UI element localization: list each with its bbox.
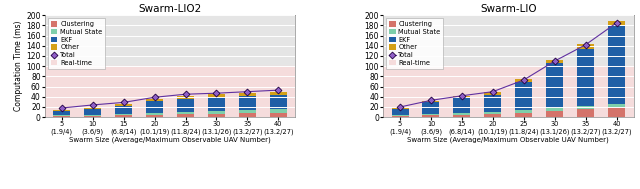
- Bar: [546, 108, 563, 111]
- Bar: [422, 115, 440, 117]
- Y-axis label: Computation Time (ms): Computation Time (ms): [14, 21, 23, 111]
- Bar: [146, 101, 163, 113]
- Legend: Clustering, Mutual State, EKF, Other, Total, Real-time: Clustering, Mutual State, EKF, Other, To…: [387, 19, 444, 69]
- Bar: [146, 113, 163, 115]
- Bar: [177, 96, 194, 99]
- Bar: [515, 113, 532, 117]
- Bar: [484, 92, 501, 95]
- Bar: [53, 110, 70, 111]
- Bar: [608, 104, 625, 108]
- Bar: [53, 115, 70, 116]
- Bar: [515, 110, 532, 113]
- Bar: [484, 112, 501, 114]
- Bar: [515, 79, 532, 82]
- Bar: [270, 113, 287, 117]
- Bar: [239, 93, 256, 96]
- Bar: [208, 97, 225, 111]
- Bar: [146, 115, 163, 117]
- Bar: [177, 99, 194, 112]
- Bar: [383, 66, 634, 117]
- Title: Swarm-LIO: Swarm-LIO: [480, 4, 536, 14]
- Bar: [115, 115, 132, 117]
- Bar: [577, 106, 594, 109]
- Bar: [84, 108, 101, 115]
- Bar: [392, 108, 408, 109]
- Bar: [484, 114, 501, 117]
- Bar: [239, 96, 256, 110]
- X-axis label: Swarm Size (Average/Maximum Observable UAV Number): Swarm Size (Average/Maximum Observable U…: [408, 136, 609, 143]
- Bar: [208, 111, 225, 114]
- Bar: [422, 101, 440, 102]
- Bar: [270, 95, 287, 109]
- Bar: [515, 82, 532, 110]
- Bar: [422, 102, 440, 114]
- Bar: [453, 98, 470, 113]
- Bar: [208, 94, 225, 97]
- Bar: [84, 116, 101, 117]
- Bar: [53, 111, 70, 115]
- Bar: [45, 66, 295, 117]
- Bar: [577, 44, 594, 49]
- Bar: [608, 22, 625, 26]
- Bar: [84, 107, 101, 108]
- Title: Swarm-LIO2: Swarm-LIO2: [138, 4, 202, 14]
- Bar: [453, 113, 470, 115]
- Bar: [577, 49, 594, 106]
- Bar: [115, 104, 132, 106]
- Bar: [546, 60, 563, 63]
- Bar: [546, 63, 563, 108]
- Bar: [239, 110, 256, 113]
- Bar: [177, 112, 194, 114]
- Bar: [453, 115, 470, 117]
- Bar: [577, 109, 594, 117]
- Bar: [115, 114, 132, 115]
- Bar: [146, 99, 163, 101]
- Bar: [422, 114, 440, 115]
- Bar: [608, 26, 625, 104]
- Bar: [84, 115, 101, 116]
- Bar: [115, 106, 132, 114]
- Bar: [484, 95, 501, 112]
- Bar: [270, 92, 287, 95]
- Bar: [608, 108, 625, 117]
- Bar: [177, 114, 194, 117]
- X-axis label: Swarm Size (Average/Maximum Observable UAV Number): Swarm Size (Average/Maximum Observable U…: [69, 136, 271, 143]
- Bar: [392, 109, 408, 115]
- Legend: Clustering, Mutual State, EKF, Other, Total, Real-time: Clustering, Mutual State, EKF, Other, To…: [48, 19, 105, 69]
- Bar: [239, 113, 256, 117]
- Bar: [53, 116, 70, 117]
- Bar: [546, 111, 563, 117]
- Bar: [392, 115, 408, 116]
- Bar: [208, 114, 225, 117]
- Bar: [453, 96, 470, 98]
- Bar: [270, 109, 287, 113]
- Bar: [392, 116, 408, 117]
